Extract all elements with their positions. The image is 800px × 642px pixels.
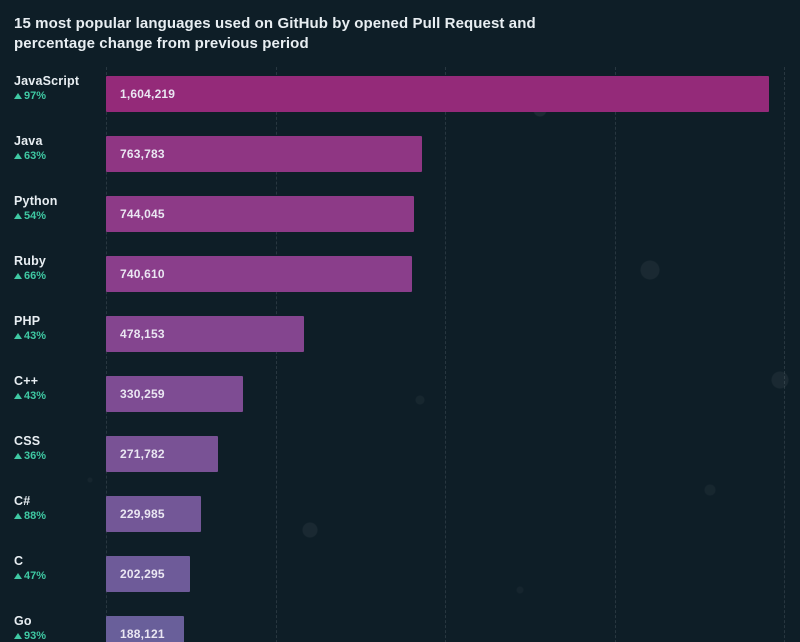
percent-change-value: 54% bbox=[24, 210, 46, 222]
bar-value: 330,259 bbox=[106, 387, 165, 401]
bar-row: C# 88% 229,985 bbox=[14, 493, 788, 535]
bar-row: C 47% 202,295 bbox=[14, 553, 788, 595]
bar-row: C++ 43% 330,259 bbox=[14, 373, 788, 415]
trend-up-icon bbox=[14, 273, 22, 279]
language-name: Go bbox=[14, 614, 106, 628]
bar-label: Java 63% bbox=[14, 133, 106, 175]
trend-up-icon bbox=[14, 213, 22, 219]
bar-label: C 47% bbox=[14, 553, 106, 595]
bar-track: 744,045 bbox=[106, 193, 788, 235]
bar-track: 202,295 bbox=[106, 553, 788, 595]
bar: 744,045 bbox=[106, 196, 414, 232]
percent-change: 97% bbox=[14, 90, 106, 102]
bar: 229,985 bbox=[106, 496, 201, 532]
bar-label: C++ 43% bbox=[14, 373, 106, 415]
bar-row: Python 54% 744,045 bbox=[14, 193, 788, 235]
bar-value: 744,045 bbox=[106, 207, 165, 221]
language-name: CSS bbox=[14, 434, 106, 448]
percent-change: 63% bbox=[14, 150, 106, 162]
bar-row: JavaScript 97% 1,604,219 bbox=[14, 73, 788, 115]
percent-change-value: 36% bbox=[24, 450, 46, 462]
bar-track: 763,783 bbox=[106, 133, 788, 175]
percent-change-value: 47% bbox=[24, 570, 46, 582]
percent-change: 66% bbox=[14, 270, 106, 282]
bar-row: PHP 43% 478,153 bbox=[14, 313, 788, 355]
bar-value: 478,153 bbox=[106, 327, 165, 341]
bar-value: 740,610 bbox=[106, 267, 165, 281]
bar-value: 271,782 bbox=[106, 447, 165, 461]
percent-change: 54% bbox=[14, 210, 106, 222]
bar-track: 229,985 bbox=[106, 493, 788, 535]
bar-row: Go 93% 188,121 bbox=[14, 613, 788, 642]
language-name: C++ bbox=[14, 374, 106, 388]
bar-row: Ruby 66% 740,610 bbox=[14, 253, 788, 295]
trend-up-icon bbox=[14, 393, 22, 399]
percent-change-value: 97% bbox=[24, 90, 46, 102]
trend-up-icon bbox=[14, 573, 22, 579]
bar-label: Python 54% bbox=[14, 193, 106, 235]
language-name: Python bbox=[14, 194, 106, 208]
bar-value: 202,295 bbox=[106, 567, 165, 581]
language-name: PHP bbox=[14, 314, 106, 328]
percent-change: 43% bbox=[14, 390, 106, 402]
percent-change: 43% bbox=[14, 330, 106, 342]
bar-label: JavaScript 97% bbox=[14, 73, 106, 115]
trend-up-icon bbox=[14, 153, 22, 159]
bar-label: C# 88% bbox=[14, 493, 106, 535]
percent-change-value: 66% bbox=[24, 270, 46, 282]
percent-change: 36% bbox=[14, 450, 106, 462]
chart-title: 15 most popular languages used on GitHub… bbox=[14, 14, 614, 55]
trend-up-icon bbox=[14, 333, 22, 339]
percent-change: 93% bbox=[14, 630, 106, 642]
bar-row: Java 63% 763,783 bbox=[14, 133, 788, 175]
bar-track: 1,604,219 bbox=[106, 73, 788, 115]
bar: 478,153 bbox=[106, 316, 304, 352]
bar-track: 188,121 bbox=[106, 613, 788, 642]
bar-track: 740,610 bbox=[106, 253, 788, 295]
bar-label: PHP 43% bbox=[14, 313, 106, 355]
language-name: C bbox=[14, 554, 106, 568]
chart-rows: JavaScript 97% 1,604,219 Java 63% 763,783 Pyth… bbox=[14, 73, 788, 642]
bar-value: 763,783 bbox=[106, 147, 165, 161]
bar-row: CSS 36% 271,782 bbox=[14, 433, 788, 475]
trend-up-icon bbox=[14, 93, 22, 99]
bar: 1,604,219 bbox=[106, 76, 769, 112]
language-name: JavaScript bbox=[14, 74, 106, 88]
percent-change-value: 43% bbox=[24, 390, 46, 402]
bar-track: 271,782 bbox=[106, 433, 788, 475]
bar: 271,782 bbox=[106, 436, 218, 472]
bar: 740,610 bbox=[106, 256, 412, 292]
bar-value: 229,985 bbox=[106, 507, 165, 521]
percent-change-value: 88% bbox=[24, 510, 46, 522]
bar: 330,259 bbox=[106, 376, 243, 412]
bar-label: Go 93% bbox=[14, 613, 106, 642]
bar: 188,121 bbox=[106, 616, 184, 642]
percent-change-value: 63% bbox=[24, 150, 46, 162]
language-name: Java bbox=[14, 134, 106, 148]
language-name: Ruby bbox=[14, 254, 106, 268]
percent-change: 47% bbox=[14, 570, 106, 582]
percent-change-value: 93% bbox=[24, 630, 46, 642]
percent-change-value: 43% bbox=[24, 330, 46, 342]
bar-value: 188,121 bbox=[106, 627, 165, 641]
bar-value: 1,604,219 bbox=[106, 87, 175, 101]
language-name: C# bbox=[14, 494, 106, 508]
trend-up-icon bbox=[14, 633, 22, 639]
trend-up-icon bbox=[14, 513, 22, 519]
bar-label: CSS 36% bbox=[14, 433, 106, 475]
trend-up-icon bbox=[14, 453, 22, 459]
bar: 763,783 bbox=[106, 136, 422, 172]
bar-label: Ruby 66% bbox=[14, 253, 106, 295]
bar-track: 478,153 bbox=[106, 313, 788, 355]
percent-change: 88% bbox=[14, 510, 106, 522]
bar: 202,295 bbox=[106, 556, 190, 592]
bar-track: 330,259 bbox=[106, 373, 788, 415]
chart-container: 15 most popular languages used on GitHub… bbox=[0, 0, 800, 642]
chart-plot: JavaScript 97% 1,604,219 Java 63% 763,783 Pyth… bbox=[14, 73, 788, 642]
